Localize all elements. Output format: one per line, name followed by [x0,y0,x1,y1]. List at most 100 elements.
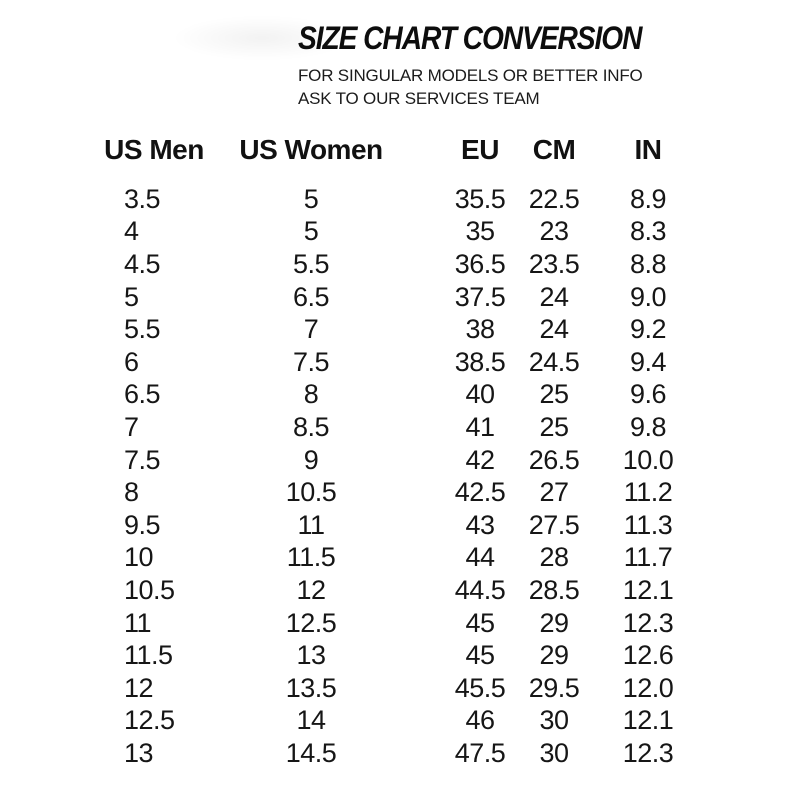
table-row: 12 13.5 45.5 29.5 12.0 [95,672,720,705]
cell-cm: 23.5 [528,248,580,279]
table-row: 6 7.5 38.5 24.5 9.4 [95,346,720,379]
cell-us-women: 13.5 [285,672,337,703]
column-header-us-women: US Women [239,133,383,165]
table-row: 7 8.5 41 25 9.8 [95,411,720,444]
cell-us-women: 5 [303,183,319,214]
cell-cm: 22.5 [528,183,580,214]
cell-us-men: 12 [124,672,154,703]
cell-in: 12.1 [622,574,674,605]
cell-in: 9.2 [629,314,667,345]
cell-eu: 38.5 [454,346,506,377]
cell-in: 11.2 [623,477,673,508]
cell-in: 8.9 [629,183,667,214]
cell-eu: 45 [465,640,495,671]
cell-in: 8.8 [629,248,667,279]
cell-in: 12.6 [622,640,674,671]
cell-in: 9.4 [629,346,667,377]
column-header-in: IN [634,133,663,165]
cell-us-men: 8 [124,477,139,508]
cell-us-men: 7 [124,411,139,442]
table-row: 3.5 5 35.5 22.5 8.9 [95,183,720,216]
subtitle-line-1: FOR SINGULAR MODELS OR BETTER INFO [298,66,643,85]
cell-cm: 26.5 [528,444,580,475]
cell-us-women: 10.5 [285,477,337,508]
cell-us-men: 5 [124,281,139,312]
cell-eu: 36.5 [454,248,506,279]
cell-cm: 29 [539,607,569,638]
cell-us-women: 6.5 [292,281,330,312]
cell-in: 10.0 [622,444,674,475]
table-row: 11.5 13 45 29 12.6 [95,639,720,672]
cell-us-women: 11.5 [286,542,336,573]
cell-eu: 43 [465,509,495,540]
cell-eu: 38 [465,314,495,345]
cell-us-women: 12 [296,574,326,605]
table-rows: 3.5 5 35.5 22.5 8.9 4 5 35 23 8.3 4.5 5.5 36.5 23.5 8.… [95,183,720,770]
table-row: 6.5 8 40 25 9.6 [95,379,720,412]
cell-us-women: 9 [303,444,319,475]
cell-us-women: 12.5 [285,607,337,638]
cell-us-women: 5.5 [292,248,330,279]
column-header-cm: CM [532,133,576,165]
table-row: 7.5 9 42 26.5 10.0 [95,444,720,477]
cell-in: 11.3 [623,509,673,540]
cell-in: 9.0 [629,281,667,312]
cell-in: 9.8 [629,411,667,442]
cell-in: 11.7 [623,542,673,573]
cell-us-men: 11.5 [124,640,173,671]
cell-eu: 47.5 [454,737,506,768]
cell-eu: 45 [465,607,495,638]
cell-cm: 28.5 [528,574,580,605]
cell-cm: 23 [539,216,569,247]
cell-us-women: 13 [296,640,326,671]
table-row: 5 6.5 37.5 24 9.0 [95,281,720,314]
cell-in: 12.1 [622,705,674,736]
cell-cm: 25 [539,379,569,410]
column-header-us-men: US Men [104,133,204,165]
cell-us-men: 5.5 [124,314,161,345]
cell-in: 12.0 [622,672,674,703]
cell-eu: 37.5 [454,281,506,312]
column-header-eu: EU [461,133,499,165]
cell-eu: 40 [465,379,495,410]
cell-in: 9.6 [629,379,667,410]
table-row: 10.5 12 44.5 28.5 12.1 [95,574,720,607]
cell-cm: 25 [539,411,569,442]
cell-cm: 27.5 [528,509,580,540]
cell-eu: 44.5 [454,574,506,605]
cell-us-men: 6.5 [124,379,161,410]
cell-eu: 45.5 [454,672,506,703]
subtitle-line-2: ASK TO OUR SERVICES TEAM [298,89,540,108]
cell-cm: 29.5 [528,672,580,703]
cell-in: 8.3 [629,216,667,247]
cell-us-men: 13 [124,737,154,768]
table-row: 13 14.5 47.5 30 12.3 [95,737,720,770]
cell-us-women: 5 [303,216,319,247]
cell-eu: 41 [465,411,495,442]
cell-in: 12.3 [622,737,674,768]
cell-cm: 24 [539,281,569,312]
watermark-smudge [172,16,352,60]
cell-us-men: 9.5 [124,509,161,540]
table-row: 4.5 5.5 36.5 23.5 8.8 [95,248,720,281]
cell-cm: 28 [539,542,569,573]
cell-us-women: 8 [303,379,319,410]
size-conversion-table: US Men US Women EU CM IN 3.5 5 35.5 22.5 8.9… [95,133,720,770]
cell-cm: 24.5 [528,346,580,377]
cell-us-men: 10 [124,542,154,573]
table-row: 12.5 14 46 30 12.1 [95,705,720,738]
cell-eu: 42.5 [454,477,506,508]
cell-eu: 46 [465,705,495,736]
table-row: 4 5 35 23 8.3 [95,216,720,249]
table-row: 10 11.5 44 28 11.7 [95,542,720,575]
cell-in: 12.3 [622,607,674,638]
cell-cm: 30 [539,705,569,736]
cell-cm: 29 [539,640,569,671]
table-row: 9.5 11 43 27.5 11.3 [95,509,720,542]
cell-cm: 30 [539,737,569,768]
cell-cm: 27 [539,477,569,508]
cell-us-men: 10.5 [124,574,175,605]
cell-us-men: 7.5 [124,444,161,475]
cell-us-women: 14 [296,705,326,736]
cell-us-women: 14.5 [285,737,337,768]
